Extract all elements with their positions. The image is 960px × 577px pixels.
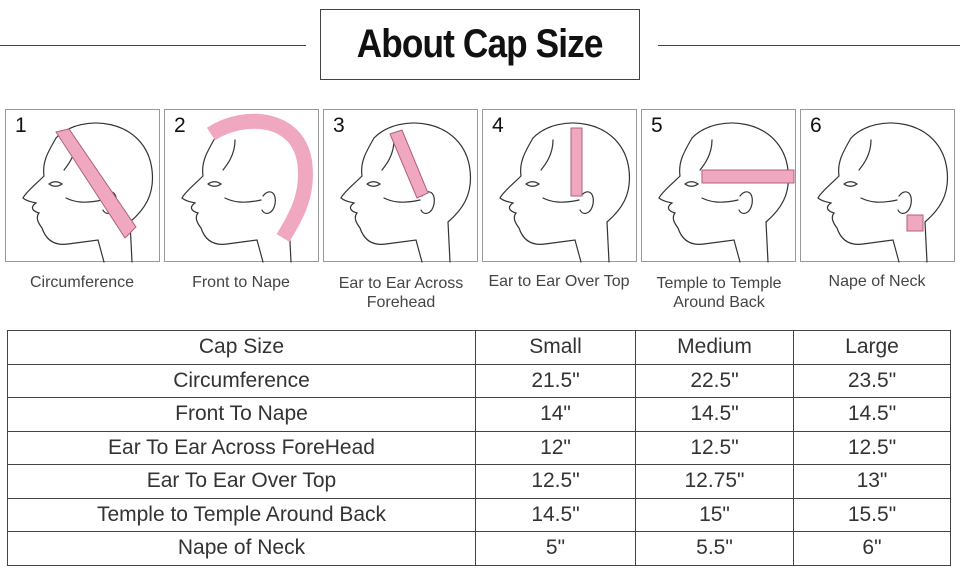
measuring-tape [389, 129, 429, 199]
table-row: Ear To Ear Over Top 12.5" 12.75" 13" [7, 464, 951, 499]
medium-value: 5.5" [635, 531, 794, 566]
measurement-name: Ear To Ear Over Top [7, 464, 476, 499]
medium-value: 12.75" [635, 464, 794, 499]
left-rule [0, 45, 306, 46]
head-profile-illustration [499, 122, 631, 263]
measuring-tape [206, 113, 313, 242]
small-value: 14" [475, 397, 636, 432]
measurement-name: Temple to Temple Around Back [7, 497, 476, 532]
diagram-panel-4: 4 [482, 109, 637, 263]
panel-number: 3 [333, 114, 345, 137]
head-profile-illustration [181, 113, 313, 263]
large-value: 6" [793, 531, 951, 566]
measuring-tape [701, 169, 795, 184]
header-medium: Medium [635, 330, 794, 365]
large-value: 15.5" [793, 497, 951, 532]
medium-value: 22.5" [635, 363, 794, 398]
medium-value: 15" [635, 497, 794, 532]
header-large: Large [793, 330, 951, 365]
panel-caption: Circumference [29, 274, 135, 291]
table-row: Circumference 21.5" 22.5" 23.5" [7, 363, 951, 398]
header-small: Small [475, 330, 636, 365]
title-box: About Cap Size [320, 9, 640, 80]
cap-size-table: Cap Size Small Medium Large Circumferenc… [7, 330, 951, 566]
diagram-panel-1: 1 [5, 109, 160, 263]
measuring-tape [570, 127, 583, 197]
small-value: 21.5" [475, 363, 636, 398]
panel-caption: Nape of Neck [828, 273, 926, 290]
measurement-name: Ear To Ear Across ForeHead [7, 430, 476, 465]
head-profile-illustration [22, 122, 154, 263]
panel-number: 6 [810, 114, 822, 137]
table-row: Front To Nape 14" 14.5" 14.5" [7, 397, 951, 432]
table-header-row: Cap Size Small Medium Large [7, 330, 951, 365]
head-profile-illustration [817, 122, 949, 263]
small-value: 5" [475, 531, 636, 566]
panel-number: 5 [651, 114, 663, 137]
panel-number: 1 [15, 114, 27, 137]
measurement-name: Front To Nape [7, 397, 476, 432]
table-row: Nape of Neck 5" 5.5" 6" [7, 531, 951, 566]
measurement-name: Circumference [7, 363, 476, 398]
diagram-panel-6: 6 [800, 109, 955, 263]
large-value: 14.5" [793, 397, 951, 432]
table-row: Temple to Temple Around Back 14.5" 15" 15.5… [7, 497, 951, 532]
head-profile-illustration [658, 122, 795, 263]
panel-number: 2 [174, 114, 186, 137]
right-rule [658, 45, 960, 46]
header-cap-size: Cap Size [7, 330, 476, 365]
measuring-tape [55, 128, 137, 239]
panel-caption: Front to Nape [192, 274, 290, 291]
panel-caption: Temple to Temple Around Back [656, 275, 782, 311]
small-value: 12.5" [475, 464, 636, 499]
panel-caption: Ear to Ear Over Top [488, 273, 630, 290]
measuring-tape [906, 214, 924, 232]
diagram-panel-5: 5 [641, 109, 796, 263]
table-row: Ear To Ear Across ForeHead 12" 12.5" 12.5" [7, 430, 951, 465]
head-profile-illustration [340, 122, 472, 263]
small-value: 14.5" [475, 497, 636, 532]
large-value: 13" [793, 464, 951, 499]
panel-number: 4 [492, 114, 504, 137]
diagram-panel-2: 2 [164, 109, 319, 263]
large-value: 23.5" [793, 363, 951, 398]
medium-value: 12.5" [635, 430, 794, 465]
diagram-panel-3: 3 [323, 109, 478, 263]
large-value: 12.5" [793, 430, 951, 465]
page-title: About Cap Size [357, 22, 604, 66]
measurement-name: Nape of Neck [7, 531, 476, 566]
small-value: 12" [475, 430, 636, 465]
medium-value: 14.5" [635, 397, 794, 432]
panel-caption: Ear to Ear Across Forehead [338, 275, 464, 311]
